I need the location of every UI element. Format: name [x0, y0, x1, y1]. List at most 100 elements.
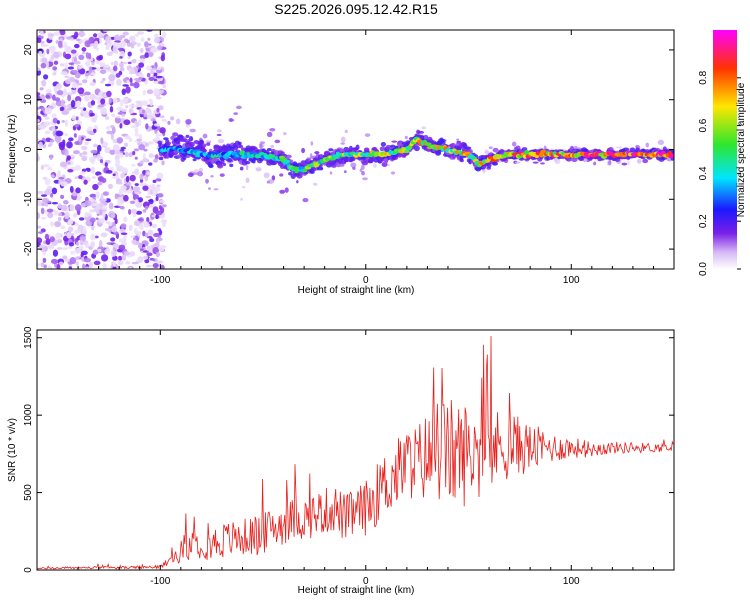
snr-x-ticks: -100 0 100 — [77, 330, 654, 587]
noise-blob — [60, 71, 68, 76]
noise-blob — [148, 162, 153, 166]
noise-blob — [108, 202, 114, 210]
noise-blob — [160, 264, 165, 269]
noise-blob — [132, 58, 137, 64]
noise-blob — [140, 37, 145, 42]
noise-blob — [100, 137, 104, 144]
noise-blob — [156, 107, 160, 113]
noise-blob — [145, 107, 150, 114]
noise-blob — [95, 59, 101, 65]
noise-blob — [81, 51, 86, 55]
scatter-blob — [492, 147, 499, 153]
noise-blob — [54, 97, 61, 102]
noise-blob — [47, 143, 52, 148]
ridge-halo-blob — [413, 145, 420, 152]
scatter-blob — [301, 147, 306, 154]
scatter-blob — [484, 149, 490, 155]
noise-blob — [44, 130, 51, 135]
noise-blob — [88, 261, 93, 269]
noise-blob — [78, 217, 85, 221]
ridge-halo-blob — [390, 144, 396, 148]
noise-blob — [88, 198, 96, 202]
scatter-blob — [387, 163, 391, 167]
noise-blob — [65, 78, 72, 85]
noise-blob — [119, 67, 125, 72]
noise-blob — [69, 204, 75, 212]
noise-blob — [109, 105, 114, 113]
noise-blob — [52, 125, 56, 132]
noise-blob — [40, 40, 45, 44]
noise-blob — [75, 82, 83, 86]
scatter-blob — [593, 161, 597, 166]
snr-y-tick-label: 0 — [23, 567, 34, 573]
noise-blob — [77, 89, 84, 94]
noise-blob — [110, 237, 116, 242]
noise-blob — [72, 212, 78, 218]
noise-blob — [115, 73, 121, 78]
noise-blob — [60, 225, 66, 230]
noise-blob — [97, 181, 103, 186]
noise-blob — [51, 187, 58, 195]
figure-title: S225.2026.095.12.42.R15 — [274, 1, 438, 17]
noise-blob — [123, 234, 127, 241]
noise-blob — [76, 197, 81, 201]
noise-blob — [40, 107, 46, 112]
ridge-halo-blob — [339, 148, 345, 153]
noise-blob — [65, 92, 73, 96]
noise-blob — [70, 250, 76, 255]
noise-blob — [37, 237, 43, 244]
noise-blob — [115, 159, 121, 165]
noise-blob — [75, 187, 81, 194]
scatter-blob — [228, 117, 234, 122]
noise-blob — [47, 211, 54, 219]
noise-blob — [67, 168, 74, 173]
noise-blob — [78, 54, 85, 61]
noise-blob — [137, 218, 144, 221]
colorbar-tick-label: 0.0 — [698, 262, 709, 276]
noise-blob — [134, 127, 139, 134]
scatter-blob — [404, 135, 408, 140]
noise-blob — [80, 145, 88, 151]
scatter-blob — [390, 171, 396, 175]
scatter-blob — [210, 175, 214, 178]
noise-blob — [91, 176, 97, 180]
ridge-halo-blob — [266, 148, 272, 152]
noise-blob — [61, 110, 69, 115]
scatter-blob — [279, 189, 286, 194]
noise-blob — [60, 63, 65, 67]
noise-blob — [146, 216, 150, 223]
noise-blob — [144, 205, 149, 210]
noise-blob — [37, 92, 41, 96]
noise-blob — [48, 33, 55, 37]
noise-blob — [114, 116, 121, 124]
noise-blob — [124, 135, 131, 140]
scatter-blob — [391, 140, 398, 143]
ridge-halo-blob — [179, 138, 185, 142]
noise-blob — [132, 150, 136, 156]
scatter-blob — [627, 160, 630, 166]
noise-blob — [64, 149, 69, 157]
noise-blob — [129, 251, 136, 257]
noise-blob — [41, 202, 46, 207]
scatter-blob — [198, 167, 204, 173]
noise-blob — [81, 155, 88, 162]
scatter-blob — [482, 168, 486, 174]
noise-blob — [62, 88, 67, 96]
noise-blob — [58, 176, 65, 180]
noise-blob — [52, 72, 57, 76]
noise-blob — [132, 194, 140, 201]
noise-blob — [127, 56, 131, 60]
noise-blob — [155, 251, 160, 258]
noise-blob — [112, 97, 118, 104]
ridge-halo-blob — [217, 163, 224, 169]
snr-y-tick-label: 500 — [23, 484, 34, 501]
scatter-blob — [284, 187, 289, 193]
noise-blob — [153, 158, 158, 163]
noise-blob — [61, 119, 65, 123]
noise-blob — [110, 132, 115, 141]
noise-blob — [77, 224, 84, 232]
noise-blob — [49, 139, 55, 143]
noise-blob — [109, 149, 116, 155]
noise-blob — [142, 230, 146, 237]
